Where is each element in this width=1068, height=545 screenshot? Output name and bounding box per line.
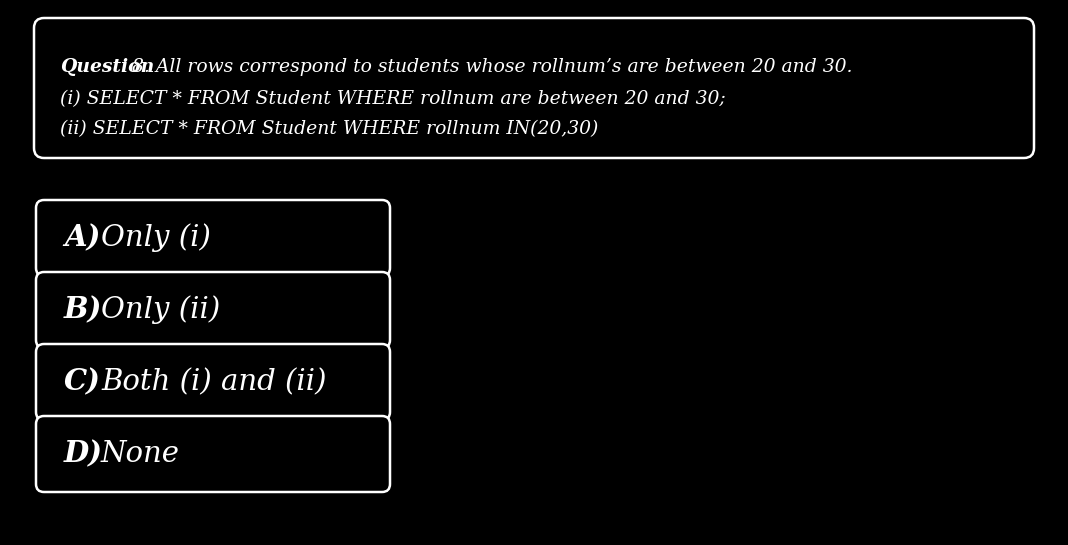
FancyBboxPatch shape	[36, 416, 390, 492]
Text: B): B)	[64, 295, 103, 324]
Text: C): C)	[64, 367, 100, 397]
FancyBboxPatch shape	[36, 344, 390, 420]
Text: (i) SELECT * FROM Student WHERE rollnum are between 20 and 30;: (i) SELECT * FROM Student WHERE rollnum …	[60, 90, 726, 108]
Text: A): A)	[64, 223, 100, 252]
Text: (ii) SELECT * FROM Student WHERE rollnum IN(20,30): (ii) SELECT * FROM Student WHERE rollnum…	[60, 120, 598, 138]
Text: Only (ii): Only (ii)	[101, 295, 220, 324]
Text: Both (i) and (ii): Both (i) and (ii)	[101, 368, 327, 396]
FancyBboxPatch shape	[34, 18, 1034, 158]
FancyBboxPatch shape	[36, 272, 390, 348]
Text: Only (i): Only (i)	[101, 223, 210, 252]
Text: Question: Question	[60, 58, 154, 76]
Text: 8. All rows correspond to students whose rollnum’s are between 20 and 30.: 8. All rows correspond to students whose…	[126, 58, 852, 76]
FancyBboxPatch shape	[36, 200, 390, 276]
Text: None: None	[101, 440, 180, 468]
Text: D): D)	[64, 439, 103, 469]
